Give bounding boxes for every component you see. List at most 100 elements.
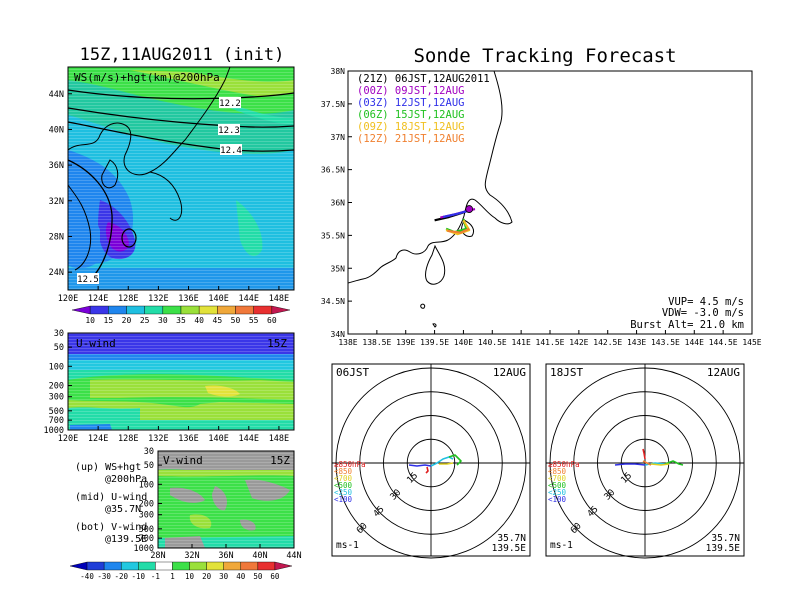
colorbar-label: 30: [219, 572, 229, 581]
coastline: [347, 70, 513, 284]
hodo-time: 18JST: [550, 366, 583, 379]
colorbar-swatch: [108, 305, 127, 315]
svg-text:12.2: 12.2: [219, 99, 241, 109]
ws-hgt-map: 12.2 12.3 12.4 12.5 WS(m/s)+hgt(km)@200h…: [67, 66, 295, 291]
lat-tick-label: 34N: [331, 330, 346, 339]
note-line: (bot) V-wind: [75, 522, 147, 533]
colorbar-label: 60: [270, 572, 280, 581]
lat-tick-label: 35.5N: [321, 231, 345, 240]
pressure-tick-label: 50: [54, 343, 64, 353]
colorbar-label: 40: [194, 316, 204, 325]
hodo-level-label: ≥850hPa: [548, 460, 580, 469]
hodo-units: ms-1: [336, 540, 359, 551]
legend-entry: (09Z) 18JST,12AUG: [357, 121, 464, 133]
lat-tick-label: 36N: [218, 551, 233, 561]
hodo-level-label: <100: [334, 495, 353, 504]
pressure-tick-label: 300: [49, 393, 64, 403]
lat-tick-label: 36N: [331, 199, 346, 208]
colorbar-swatch: [86, 561, 105, 571]
colorbar-swatch: [198, 305, 218, 315]
top-lon-axis: 120E 124E 128E 132E 136E 140E 144E 148E: [58, 286, 289, 304]
pressure-tick-label: 100: [139, 480, 154, 490]
lon-tick-label: 144E: [239, 294, 259, 304]
pressure-tick-label: 30: [54, 329, 64, 339]
island: [432, 323, 437, 328]
legend-entry: (21Z) 06JST,12AUG2011: [357, 73, 490, 85]
hodograph-trace: [425, 466, 429, 474]
hodograph-trace: [448, 454, 462, 466]
u-lon-axis: 120E 124E 128E 132E 136E 140E 144E 148E: [58, 426, 289, 444]
lon-tick-label: 120E: [58, 434, 78, 444]
lat-tick-label: 32N: [49, 197, 64, 207]
lon-tick-label: 138E: [338, 338, 357, 347]
v-wind-label: V-wind: [163, 454, 203, 467]
hodograph-trace: [642, 460, 652, 466]
colorbar-label: -40: [80, 572, 94, 581]
lon-tick-label: 140E: [208, 294, 228, 304]
lon-tick-label: 143.5E: [651, 338, 680, 347]
track-info: VUP= 4.5 m/s VDW= -3.0 m/s Burst Alt= 21…: [630, 296, 744, 331]
colorbar-swatch: [162, 305, 182, 315]
colorbar-label: 25: [140, 316, 150, 325]
legend-entry: (06Z) 15JST,12AUG: [357, 109, 464, 121]
hodograph-trace: [408, 464, 432, 467]
hodograph-trace: [650, 463, 670, 466]
svg-text:12.5: 12.5: [77, 275, 99, 285]
colorbar-swatch: [180, 305, 200, 315]
colorbar-label: -10: [132, 572, 146, 581]
island: [420, 303, 426, 309]
colorbar-swatch: [71, 305, 91, 315]
lat-tick-label: 28N: [49, 232, 64, 242]
lon-tick-label: 124E: [88, 434, 108, 444]
colorbar-swatch: [257, 561, 276, 571]
colorbar-swatch: [103, 561, 122, 571]
track-lon-axis: 138E 138.5E 139E 139.5E 140E 140.5E 141E 141.5E…: [338, 330, 762, 347]
lon-tick-label: 128E: [118, 294, 138, 304]
colorbar-label: 20: [122, 316, 132, 325]
colorbar-label: 55: [249, 316, 259, 325]
note-line: @35.7N: [105, 504, 141, 515]
top-lat-axis: 44N 40N 36N 32N 28N 24N: [49, 90, 72, 278]
pressure-tick-label: 200: [49, 381, 64, 391]
launch-site-marker: [465, 205, 474, 213]
colorbar-label: -30: [97, 572, 111, 581]
pressure-tick-label: 1000: [134, 544, 154, 554]
hodo-level-label: <100: [548, 495, 567, 504]
hodo-level-label: ≥850hPa: [334, 460, 366, 469]
colorbar-swatch: [144, 305, 164, 315]
track-lines: [434, 205, 476, 236]
contour-label: 12.2: [219, 97, 241, 109]
track-line: [447, 227, 470, 234]
pressure-tick-label: 500: [49, 407, 64, 417]
colorbar-swatch: [217, 305, 236, 315]
note-line: (mid) U-wind: [75, 492, 147, 503]
lon-tick-label: 142E: [569, 338, 588, 347]
hodo-level-label: <250: [548, 488, 567, 497]
pressure-tick-label: 300: [139, 511, 154, 521]
lon-tick-label: 136E: [178, 434, 198, 444]
lon-tick-label: 144E: [685, 338, 704, 347]
hodo-location: 35.7N: [497, 533, 526, 544]
lon-tick-label: 128E: [118, 434, 138, 444]
colorbar-label: 50: [253, 572, 263, 581]
lon-tick-label: 136E: [178, 294, 198, 304]
legend-entry: (03Z) 12JST,12AUG: [357, 97, 464, 109]
track-lat-axis: 38N 37.5N 37N 36.5N 36N 35.5N 35N 34.5N 34N: [321, 67, 352, 339]
u-wind-panel: U-wind 15Z: [67, 332, 295, 431]
lat-tick-label: 32N: [184, 551, 199, 561]
colorbar-label: 45: [213, 316, 223, 325]
colorbar-label: 50: [231, 316, 241, 325]
lon-tick-label: 124E: [88, 294, 108, 304]
colorbar-swatch: [253, 305, 273, 315]
u-wind-time: 15Z: [267, 337, 287, 350]
lat-tick-label: 40N: [49, 125, 64, 135]
panel-notes: (up) WS+hgt @200hPa (mid) U-wind @35.7N …: [75, 462, 147, 545]
lon-tick-label: 148E: [269, 294, 289, 304]
lon-tick-label: 141E: [512, 338, 531, 347]
u-wind-label: U-wind: [76, 337, 116, 350]
hodo-location: 139.5E: [492, 543, 527, 554]
lon-tick-label: 148E: [269, 434, 289, 444]
lon-tick-label: 138.5E: [362, 338, 391, 347]
